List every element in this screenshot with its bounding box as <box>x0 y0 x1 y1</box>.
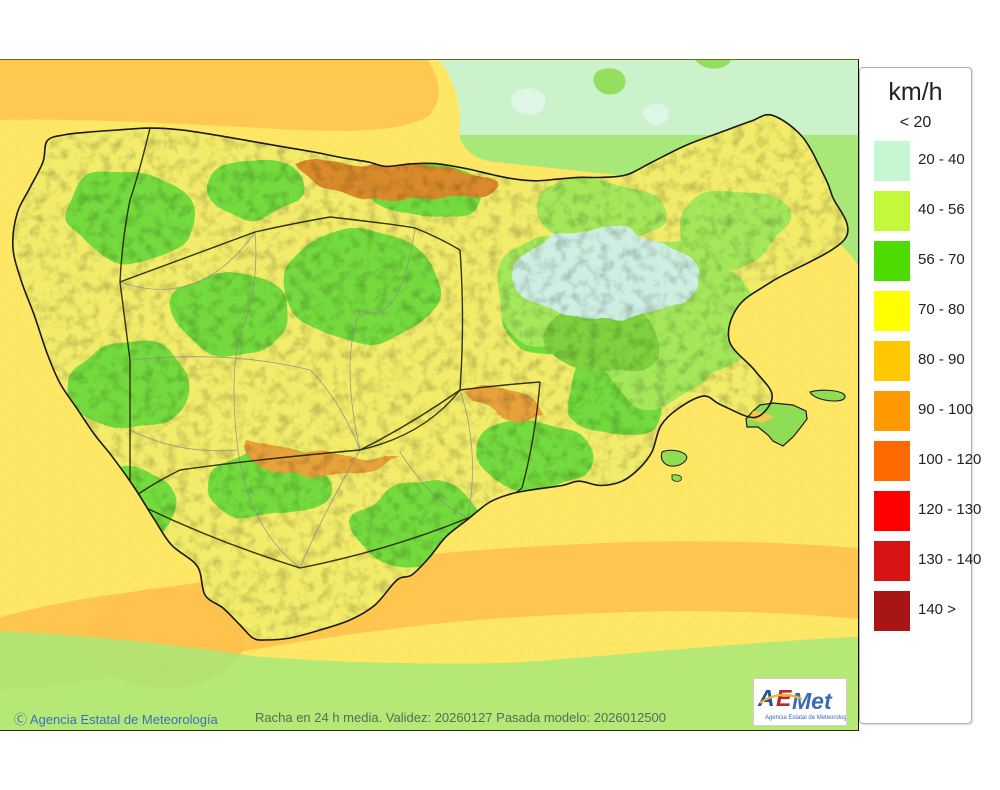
svg-text:Agencia Estatal de Meteorologí: Agencia Estatal de Meteorología <box>765 715 846 721</box>
svg-text:A: A <box>757 685 775 711</box>
svg-text:E: E <box>776 685 792 711</box>
svg-text:Met: Met <box>792 688 833 714</box>
